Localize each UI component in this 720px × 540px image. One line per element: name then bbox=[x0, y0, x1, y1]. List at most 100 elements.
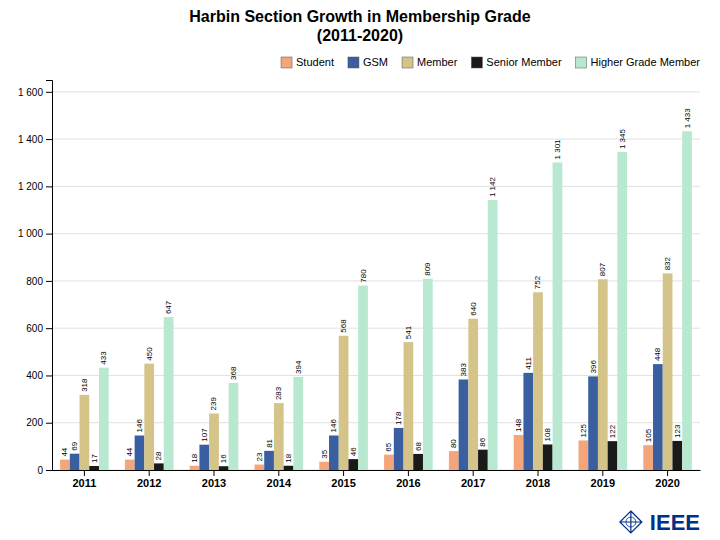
bar bbox=[329, 435, 339, 470]
annotation: IEEE bbox=[650, 510, 700, 535]
data-label: 1 345 bbox=[618, 129, 627, 150]
data-label: 450 bbox=[145, 347, 154, 361]
bar bbox=[682, 131, 692, 470]
bar bbox=[293, 377, 303, 470]
logo-circle bbox=[626, 517, 636, 527]
bar bbox=[358, 286, 368, 470]
bar bbox=[190, 466, 200, 470]
x-tick-label: 2018 bbox=[526, 477, 550, 489]
logo-diamond bbox=[620, 511, 642, 533]
x-tick-label: 2016 bbox=[396, 477, 420, 489]
data-label: 647 bbox=[164, 300, 173, 314]
x-tick: 2015 bbox=[331, 470, 355, 489]
legend-item: Student bbox=[281, 56, 334, 68]
bar bbox=[488, 200, 498, 470]
data-label: 18 bbox=[190, 453, 199, 462]
x-tick: 2016 bbox=[396, 470, 420, 489]
bar bbox=[60, 460, 70, 470]
bar-series bbox=[99, 131, 692, 470]
y-tick: 1 600 bbox=[18, 87, 52, 98]
bar bbox=[514, 435, 524, 470]
data-label: 108 bbox=[543, 428, 552, 442]
legend-swatch bbox=[471, 57, 482, 68]
x-tick-label: 2020 bbox=[655, 477, 679, 489]
legend-item: Senior Member bbox=[471, 56, 562, 68]
y-tick-label: 600 bbox=[26, 323, 43, 334]
data-label: 568 bbox=[339, 319, 348, 333]
legend-swatch bbox=[348, 57, 359, 68]
legend-swatch bbox=[576, 57, 587, 68]
data-label: 178 bbox=[394, 411, 403, 425]
y-tick-mark bbox=[46, 328, 52, 329]
data-label: 44 bbox=[125, 447, 134, 456]
x-tick: 2011 bbox=[72, 470, 96, 489]
data-label: 411 bbox=[524, 357, 533, 370]
data-label: 125 bbox=[579, 424, 588, 438]
bar bbox=[468, 319, 478, 470]
x-tick-label: 2015 bbox=[331, 477, 355, 489]
title: Harbin Section Growth in Membership Grad… bbox=[189, 8, 530, 44]
data-label: 239 bbox=[210, 397, 219, 411]
data-label: 80 bbox=[449, 439, 458, 448]
x-tick-mark bbox=[473, 470, 474, 476]
bar bbox=[80, 395, 90, 470]
bar bbox=[70, 454, 80, 470]
y-tick-label: 800 bbox=[26, 276, 43, 287]
x-tick: 2013 bbox=[202, 470, 226, 489]
data-label: 146 bbox=[329, 419, 338, 433]
bar bbox=[384, 455, 394, 470]
y-tick-mark bbox=[46, 92, 52, 93]
y-tick-label: 1 000 bbox=[18, 228, 43, 239]
grid bbox=[52, 92, 700, 470]
y-tick: 1 000 bbox=[18, 228, 52, 239]
bar bbox=[523, 373, 533, 470]
bar bbox=[543, 444, 553, 470]
x-tick-label: 2014 bbox=[267, 477, 292, 489]
data-label: 65 bbox=[384, 442, 393, 451]
bar bbox=[99, 368, 109, 470]
legend: StudentGSMMemberSenior MemberHigher Grad… bbox=[281, 56, 700, 68]
bar bbox=[255, 465, 265, 470]
bar-series bbox=[89, 441, 682, 470]
x-tick-mark bbox=[408, 470, 409, 476]
x-tick-mark bbox=[149, 470, 150, 476]
bar bbox=[404, 342, 414, 470]
legend-label: GSM bbox=[363, 56, 388, 68]
data-label: 123 bbox=[673, 424, 682, 438]
x-tick: 2014 bbox=[267, 470, 292, 489]
bar bbox=[449, 451, 459, 470]
y-tick: 400 bbox=[26, 370, 52, 381]
bar bbox=[319, 462, 329, 470]
bar bbox=[533, 292, 543, 470]
data-label: 148 bbox=[514, 418, 523, 432]
bar bbox=[608, 441, 618, 470]
data-label: 107 bbox=[200, 428, 209, 442]
bar bbox=[643, 445, 653, 470]
y-axis-line bbox=[46, 81, 53, 471]
data-label: 752 bbox=[534, 275, 543, 289]
bar bbox=[144, 364, 154, 470]
x-tick-mark bbox=[538, 470, 539, 476]
x-axis: 2011201220132014201520162017201820192020 bbox=[53, 470, 701, 489]
y-tick-label: 1 200 bbox=[18, 181, 43, 192]
y-tick-label: 1 600 bbox=[18, 87, 43, 98]
data-label: 318 bbox=[80, 378, 89, 392]
data-label: 640 bbox=[469, 302, 478, 316]
bar bbox=[209, 414, 219, 470]
bar bbox=[154, 463, 164, 470]
y-tick: 800 bbox=[26, 276, 52, 287]
bar bbox=[135, 435, 145, 470]
x-tick-mark bbox=[667, 470, 668, 476]
data-label: 28 bbox=[154, 451, 163, 460]
y-tick: 600 bbox=[26, 323, 52, 334]
y-tick-mark bbox=[46, 470, 52, 471]
data-label: 780 bbox=[359, 269, 368, 283]
grid-line bbox=[52, 91, 700, 92]
data-label: 433 bbox=[99, 351, 108, 365]
bar bbox=[339, 336, 349, 470]
data-labels: 4444182335658014812510569146107811461783… bbox=[60, 108, 691, 463]
data-label: 448 bbox=[653, 347, 662, 361]
plot: 02004006008001 0001 2001 4001 6002011201… bbox=[18, 81, 701, 489]
y-tick-label: 1 400 bbox=[18, 134, 43, 145]
y-tick-mark bbox=[46, 281, 52, 282]
